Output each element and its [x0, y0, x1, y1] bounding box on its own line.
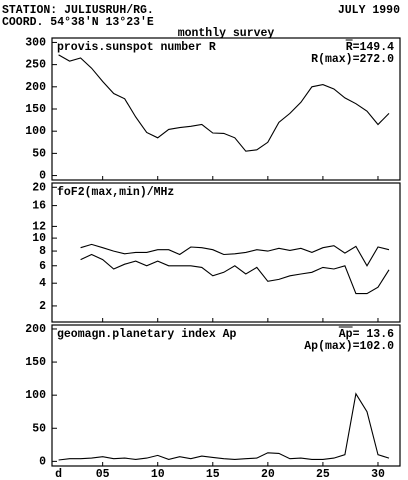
- x-tick-label: 20: [261, 468, 275, 480]
- panel-title: foF2(max,min)/MHz: [57, 186, 174, 199]
- y-tick-label: 8: [39, 245, 46, 258]
- y-tick-label: 50: [32, 147, 46, 160]
- series-line: [80, 253, 390, 295]
- annotation: Ap(max)=102.0: [304, 340, 394, 353]
- y-tick-label: 100: [25, 389, 46, 402]
- series-line: [80, 243, 390, 267]
- coord: COORD. 54°38'N 13°23'E: [2, 16, 154, 29]
- x-tick-label: 05: [96, 468, 110, 480]
- series-line: [58, 54, 390, 152]
- y-tick-label: 0: [39, 170, 46, 183]
- annotation: R=149.4: [346, 41, 394, 54]
- y-tick-label: 4: [39, 277, 46, 290]
- station: STATION: JULIUSRUH/RG.: [2, 4, 154, 17]
- series-line: [58, 392, 390, 461]
- y-tick-label: 20: [32, 181, 46, 194]
- y-tick-label: 300: [25, 36, 46, 49]
- x-axis-label: d: [55, 468, 62, 480]
- x-tick-label: 10: [151, 468, 165, 480]
- x-tick-label: 25: [316, 468, 330, 480]
- y-tick-label: 250: [25, 59, 46, 72]
- subtitle: monthly survey: [178, 27, 275, 40]
- y-tick-label: 200: [25, 323, 46, 336]
- panel-frame: [51, 182, 401, 323]
- y-tick-label: 200: [25, 81, 46, 94]
- y-tick-label: 12: [32, 220, 46, 233]
- date: JULY 1990: [338, 4, 400, 17]
- y-tick-label: 50: [32, 422, 46, 435]
- y-tick-label: 100: [25, 125, 46, 138]
- y-tick-label: 10: [32, 232, 46, 245]
- y-tick-label: 16: [32, 200, 46, 213]
- x-tick-label: 15: [206, 468, 220, 480]
- annotation: Ap= 13.6: [339, 328, 394, 341]
- y-tick-label: 0: [39, 455, 46, 468]
- y-tick-label: 6: [39, 260, 46, 273]
- x-tick-label: 30: [371, 468, 385, 480]
- panel-title: geomagn.planetary index Ap: [57, 328, 237, 341]
- panel-title: provis.sunspot number R: [57, 41, 216, 54]
- annotation: R(max)=272.0: [311, 53, 394, 66]
- y-tick-label: 150: [25, 103, 46, 116]
- y-tick-label: 150: [25, 356, 46, 369]
- y-tick-label: 2: [39, 300, 46, 313]
